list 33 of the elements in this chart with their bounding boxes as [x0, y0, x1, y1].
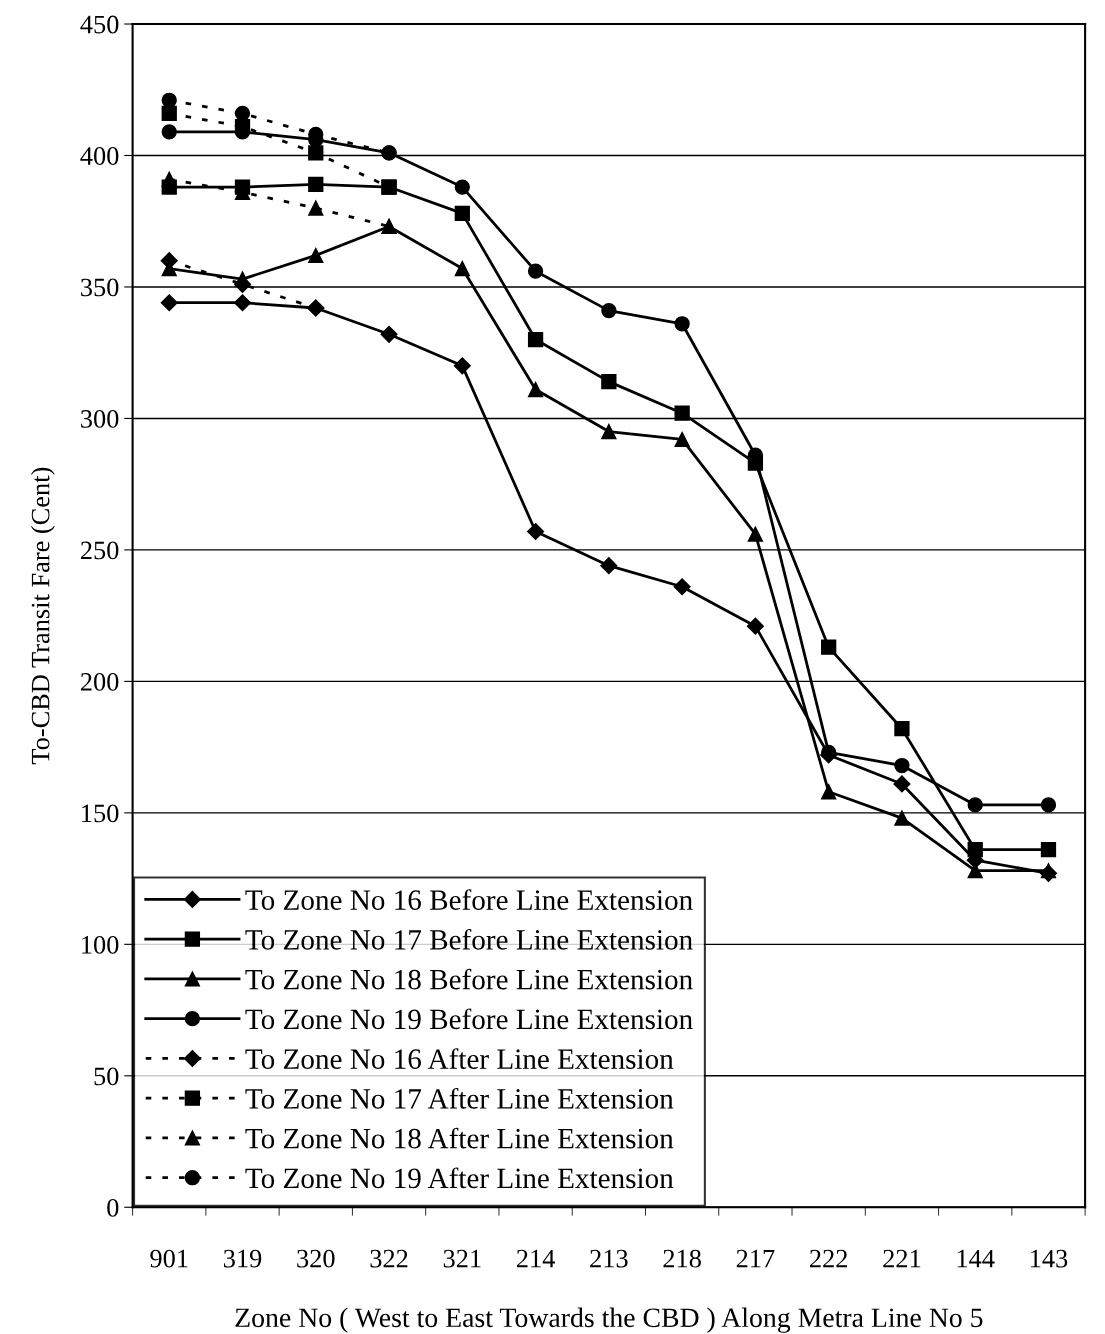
- y-tick-label: 50: [94, 1067, 119, 1086]
- y-tick-label: 250: [80, 541, 119, 560]
- y-tick-label: 200: [80, 672, 119, 691]
- y-tick-label: 100: [82, 935, 119, 954]
- x-tick-label: 217: [736, 1249, 775, 1268]
- legend-label: To Zone No 19 Before Line Extension: [245, 1008, 693, 1030]
- legend-label: To Zone No 16 Before Line Extension: [245, 889, 693, 910]
- y-axis-title: To-CBD Transit Fare (Cent): [30, 467, 55, 765]
- x-tick-label: 143: [1031, 1249, 1068, 1268]
- x-tick-label: 221: [883, 1249, 921, 1268]
- x-tick-label: 214: [516, 1249, 555, 1268]
- x-tick-label: 319: [223, 1249, 262, 1268]
- legend-label: To Zone No 17 After Line Extension: [245, 1087, 674, 1109]
- legend-label: To Zone No 18 Before Line Extension: [245, 968, 693, 990]
- legend-label: To Zone No 16 After Line Extension: [245, 1048, 674, 1069]
- y-tick-label: 350: [81, 278, 119, 297]
- x-tick-label: 144: [957, 1249, 995, 1268]
- x-tick-label: 322: [370, 1249, 408, 1268]
- x-tick-label: 213: [590, 1249, 628, 1268]
- y-tick-label: 300: [81, 410, 119, 428]
- x-tick-label: 321: [443, 1249, 481, 1268]
- x-tick-label: 320: [297, 1249, 335, 1268]
- x-tick-label: 218: [663, 1249, 701, 1268]
- y-tick-label: 150: [82, 804, 119, 823]
- legend-label: To Zone No 18 After Line Extension: [245, 1127, 674, 1149]
- x-axis-title: Zone No ( West to East Towards the CBD ) Along Metra Line No 5: [235, 1307, 983, 1333]
- y-tick-label: 0: [107, 1198, 119, 1217]
- x-tick-label: 222: [810, 1249, 847, 1268]
- y-tick-label: 400: [80, 147, 119, 165]
- y-tick-label: 450: [80, 15, 119, 34]
- legend-label: To Zone No 19 After Line Extension: [245, 1167, 674, 1189]
- legend-label: To Zone No 17 Before Line Extension: [245, 928, 693, 950]
- x-tick-label: 901: [150, 1249, 188, 1268]
